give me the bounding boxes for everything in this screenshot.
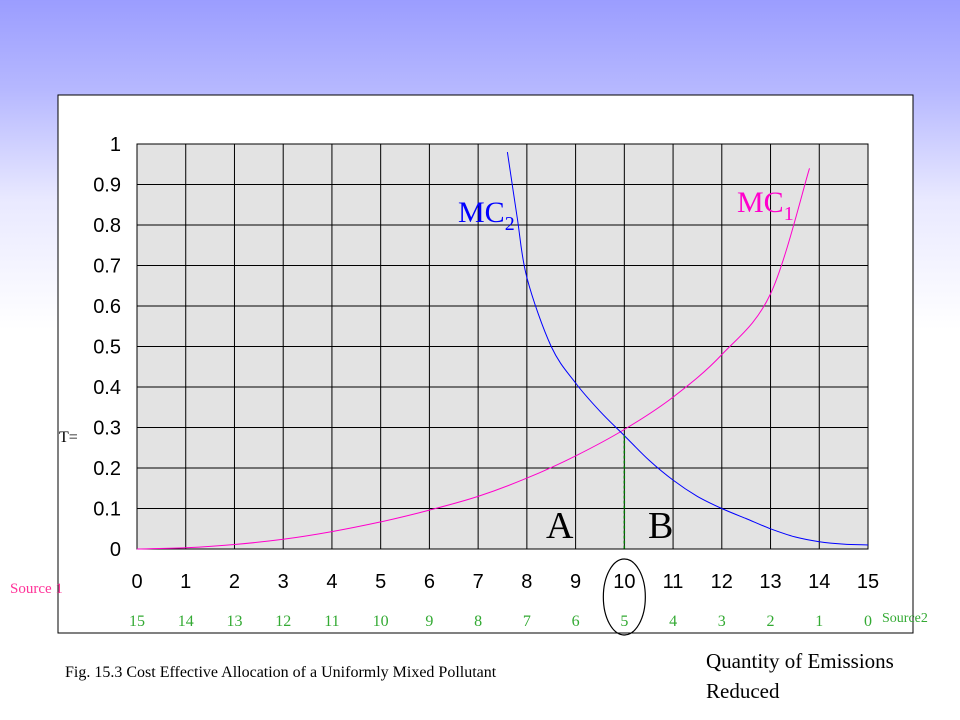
x-tick-label-source1: 4 [326, 571, 337, 593]
x-tick-label-source1: 2 [229, 571, 240, 593]
mc1-label: MC1 [737, 186, 794, 225]
x-tick-label-source2: 5 [620, 613, 628, 630]
x-tick-label-source1: 1 [180, 571, 191, 593]
figure-caption: Fig. 15.3 Cost Effective Allocation of a… [65, 664, 497, 681]
y-tick-label: 0.6 [93, 296, 121, 318]
x-axis-title: Quantity of Emissions Reduced [706, 649, 894, 703]
x-tick-label-source1: 0 [131, 571, 142, 593]
y-tick-label: 0.8 [93, 215, 121, 237]
y-tick-label: 0.4 [93, 377, 121, 399]
x-tick-label-source1: 12 [711, 571, 733, 593]
x-tick-label-source1: 6 [424, 571, 435, 593]
y-tick-label: 0.1 [93, 499, 121, 521]
y-tick-label: 0.7 [93, 256, 121, 278]
y-tick-label: 1 [110, 134, 121, 156]
y-tick-labels: 0 0.1 0.2 0.3 0.4 0.5 0.6 0.7 0.8 0.9 1 [93, 134, 121, 561]
source1-label: Source 1 [10, 581, 63, 597]
x-tick-label-source2: 13 [226, 613, 242, 630]
grid [137, 144, 868, 549]
highlight-circle [602, 558, 646, 636]
x-tick-label-source1: 3 [278, 571, 289, 593]
series-line-mc1 [136, 168, 810, 550]
x-tick-label-source1: 7 [473, 571, 484, 593]
y-tick-label: 0 [110, 539, 121, 561]
x-tick-label-source2: 2 [767, 613, 775, 630]
x-tick-label-source1: 15 [857, 571, 879, 593]
source2-label: Source2 [882, 611, 928, 626]
x-tick-label-source2: 10 [373, 613, 389, 630]
x-tick-labels-source1: 0 1 2 3 4 5 6 7 8 9 10 11 12 13 14 15 [131, 571, 879, 593]
y-tick-label: 0.3 [93, 418, 121, 440]
x-tick-label-source1: 8 [521, 571, 532, 593]
x-tick-label-source2: 12 [275, 613, 291, 630]
x-tick-label-source2: 1 [815, 613, 823, 630]
x-tick-label-source2: 3 [718, 613, 726, 630]
y-tick-label: 0.5 [93, 337, 121, 359]
x-tick-label-source2: 0 [864, 613, 872, 630]
x-tick-label-source1: 11 [663, 571, 684, 593]
x-tick-label-source1: 5 [375, 571, 386, 593]
curves [136, 152, 869, 550]
x-tick-labels-source2: 15 14 13 12 11 10 9 8 7 6 5 4 3 2 1 0 [129, 613, 872, 630]
y-tick-label: 0.2 [93, 458, 121, 480]
x-tick-label-source1: 13 [759, 571, 781, 593]
x-tick-label-source1: 14 [808, 571, 830, 593]
x-tick-label-source2: 15 [129, 613, 145, 630]
x-tick-label-source2: 11 [324, 613, 339, 630]
x-tick-label-source1: 9 [570, 571, 581, 593]
x-tick-label-source1: 10 [613, 571, 635, 593]
x-tick-label-source2: 4 [669, 613, 677, 630]
area-a-label: A [546, 505, 574, 547]
x-tick-label-source2: 6 [572, 613, 580, 630]
x-tick-label-source2: 9 [425, 613, 433, 630]
x-tick-label-source2: 8 [474, 613, 482, 630]
x-tick-label-source2: 7 [523, 613, 531, 630]
x-tick-label-source2: 14 [178, 613, 194, 630]
series-line-mc2 [506, 152, 869, 546]
tax-label: T= [59, 429, 78, 446]
area-b-label: B [648, 505, 673, 547]
y-tick-label: 0.9 [93, 175, 121, 197]
mc2-label: MC2 [458, 196, 515, 235]
